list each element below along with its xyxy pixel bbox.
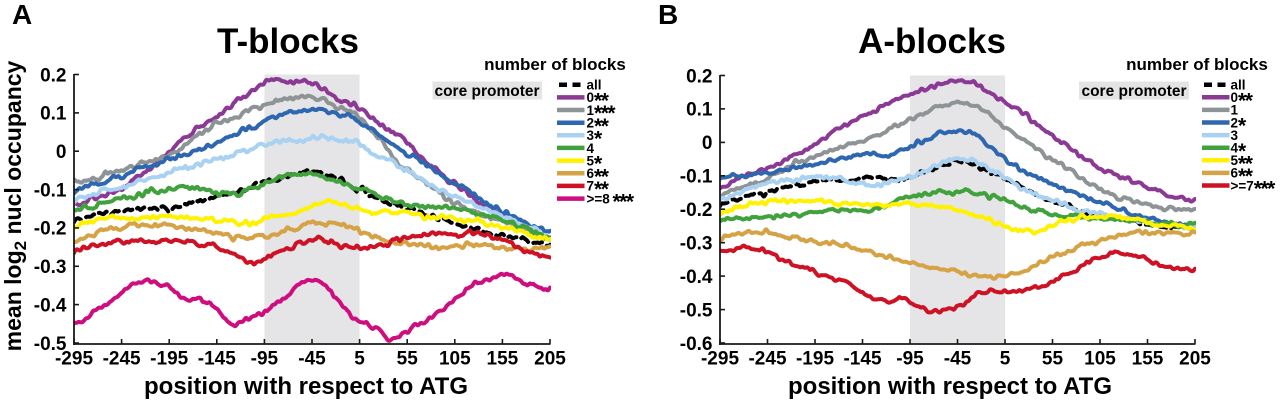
svg-text:105: 105: [439, 349, 471, 370]
svg-text:-45: -45: [298, 349, 326, 370]
svg-text:T-blocks: T-blocks: [217, 22, 359, 61]
svg-text:-45: -45: [944, 349, 972, 370]
svg-text:all: all: [587, 78, 602, 93]
svg-text:155: 155: [1132, 349, 1164, 370]
svg-text:5: 5: [1000, 349, 1011, 370]
svg-text:205: 205: [534, 349, 566, 370]
svg-text:number of blocks: number of blocks: [1126, 55, 1268, 74]
svg-text:-145: -145: [843, 349, 881, 370]
svg-text:-0.3: -0.3: [34, 257, 67, 278]
svg-text:-245: -245: [103, 349, 141, 370]
svg-text:number of blocks: number of blocks: [484, 55, 626, 74]
svg-text:55: 55: [1042, 349, 1064, 370]
svg-text:0.1: 0.1: [686, 100, 713, 121]
svg-text:-0.3: -0.3: [680, 234, 713, 255]
svg-text:155: 155: [487, 349, 519, 370]
svg-text:3: 3: [1231, 128, 1239, 143]
svg-text:-295: -295: [55, 349, 93, 370]
svg-text:1***: 1***: [587, 102, 617, 125]
svg-text:4: 4: [587, 141, 595, 156]
svg-text:all: all: [1231, 78, 1246, 93]
svg-text:-0.1: -0.1: [680, 167, 713, 188]
svg-text:0: 0: [56, 142, 67, 163]
svg-text:0.1: 0.1: [40, 104, 67, 125]
svg-text:mean log2 nucl occupancy: mean log2 nucl occupancy: [0, 60, 30, 351]
svg-text:-0.4: -0.4: [680, 267, 713, 288]
svg-text:A-blocks: A-blocks: [858, 22, 1006, 61]
svg-text:0: 0: [702, 133, 713, 154]
svg-text:-0.2: -0.2: [34, 219, 67, 240]
svg-text:-245: -245: [748, 349, 786, 370]
svg-text:0.2: 0.2: [686, 66, 712, 87]
svg-text:0.2: 0.2: [40, 65, 66, 86]
svg-text:-0.5: -0.5: [680, 300, 713, 321]
svg-text:A: A: [12, 0, 32, 30]
svg-text:-195: -195: [150, 349, 188, 370]
svg-text:-0.1: -0.1: [34, 180, 67, 201]
svg-text:position with respect to ATG: position with respect to ATG: [144, 373, 468, 400]
svg-text:-295: -295: [701, 349, 739, 370]
svg-text:-0.5: -0.5: [34, 334, 67, 355]
svg-text:B: B: [658, 0, 678, 30]
svg-text:position with respect to ATG: position with respect to ATG: [788, 373, 1112, 400]
svg-text:-0.4: -0.4: [34, 295, 67, 316]
svg-text:105: 105: [1084, 349, 1116, 370]
svg-text:-195: -195: [796, 349, 834, 370]
svg-text:core promoter: core promoter: [1081, 83, 1186, 100]
svg-text:-0.6: -0.6: [680, 334, 713, 355]
svg-text:-0.2: -0.2: [680, 200, 713, 221]
svg-text:55: 55: [397, 349, 419, 370]
svg-text:-95: -95: [251, 349, 279, 370]
svg-text:core promoter: core promoter: [434, 83, 539, 100]
svg-text:205: 205: [1179, 349, 1211, 370]
svg-text:1: 1: [1231, 103, 1239, 118]
svg-text:-145: -145: [198, 349, 236, 370]
svg-text:5: 5: [354, 349, 365, 370]
svg-text:-95: -95: [896, 349, 924, 370]
